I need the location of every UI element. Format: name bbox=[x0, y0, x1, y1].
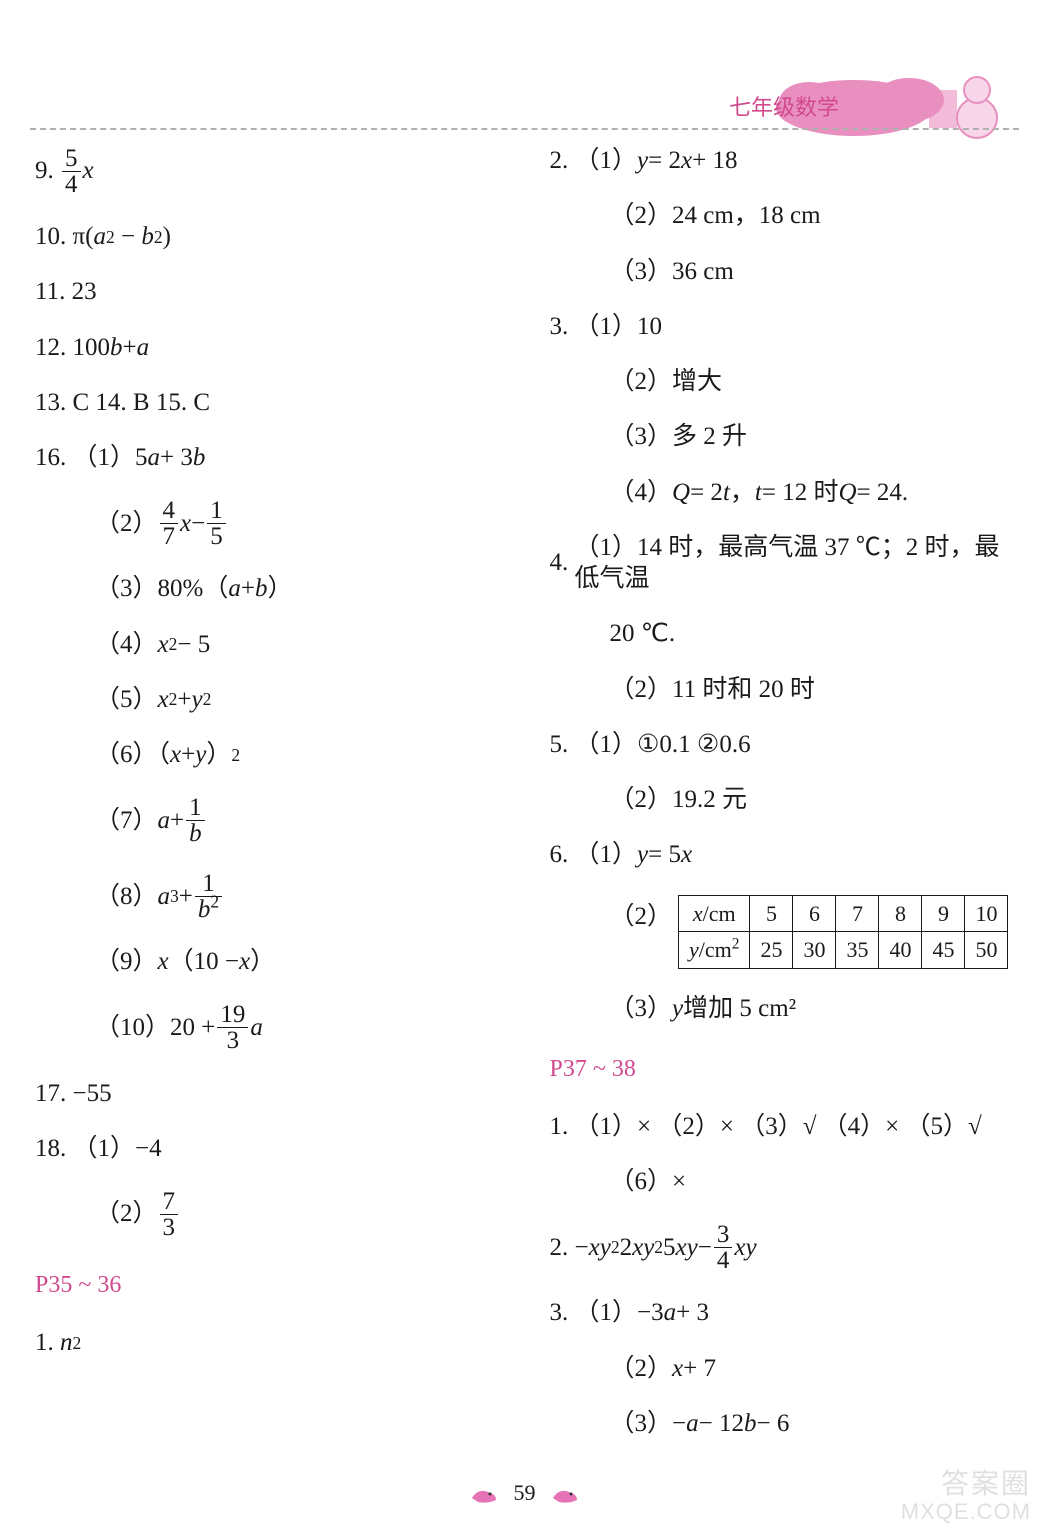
answer-9: 9. 5 4 x bbox=[35, 145, 500, 197]
item-number: 2. bbox=[550, 1232, 569, 1263]
right-column: 2. （1）y = 2x + 18 （2）24 cm，18 cm （3）36 c… bbox=[525, 145, 1015, 1463]
item-number: 12. bbox=[35, 332, 66, 363]
answer-r3-1: 3. （1）10 bbox=[550, 311, 1015, 342]
table-row: x/cm 5 6 7 8 9 10 bbox=[679, 895, 1008, 932]
fraction: 5 4 bbox=[62, 146, 81, 197]
left-column: 9. 5 4 x 10. π(a2 − b2) 11. 23 12. 100b … bbox=[35, 145, 525, 1463]
bird-icon bbox=[549, 1484, 581, 1506]
item-number: 11. bbox=[35, 276, 65, 307]
answer-16-6: （6）（x + y）2 bbox=[35, 739, 500, 770]
answer-r3-2: （2）增大 bbox=[550, 366, 1015, 397]
page-subject-title: 七年级数学 bbox=[729, 90, 839, 122]
answer-c3-1: 3. （1）−3a + 3 bbox=[550, 1297, 1015, 1328]
page-number: 59 bbox=[514, 1480, 536, 1505]
answer-r6-1: 6. （1）y = 5x bbox=[550, 839, 1015, 870]
header-divider bbox=[30, 128, 1019, 130]
answer-16-8: （8）a3 + 1b2 bbox=[35, 870, 500, 922]
answer-r6-3: （3）y 增加 5 cm² bbox=[550, 993, 1015, 1024]
answer-c3-2: （2）x + 7 bbox=[550, 1353, 1015, 1384]
answer-16-7: （7）a + 1b bbox=[35, 794, 500, 846]
bird-icon bbox=[468, 1484, 500, 1506]
answer-16-3: （3）80%（a + b） bbox=[35, 573, 500, 604]
answer-b1: 1. n2 bbox=[35, 1327, 500, 1358]
answer-r4-2: （2）11 时和 20 时 bbox=[550, 674, 1015, 705]
answer-16-5: （5）x2 + y2 bbox=[35, 684, 500, 715]
section-ref-p37: P37 ~ 38 bbox=[550, 1056, 1015, 1083]
section-ref-p35: P35 ~ 36 bbox=[35, 1272, 500, 1299]
item-number: 5. bbox=[550, 729, 569, 760]
answer-r2-1: 2. （1）y = 2x + 18 bbox=[550, 145, 1015, 176]
answer-r2-2: （2）24 cm，18 cm bbox=[550, 200, 1015, 231]
answer-16-9: （9）x（10 − x） bbox=[35, 946, 500, 977]
answer-16-1: 16. （1）5a + 3b bbox=[35, 442, 500, 473]
answer-c1-line2: （6）× bbox=[550, 1166, 1015, 1197]
item-number: 2. bbox=[550, 145, 569, 176]
answer-r4-1a: 4. （1）14 时，最高气温 37 ℃；2 时，最低气温 bbox=[550, 532, 1015, 595]
answer-17: 17. −55 bbox=[35, 1078, 500, 1109]
answer-13-15: 13. C 14. B 15. C bbox=[35, 387, 500, 418]
answer-16-2: （2） 47x − 15 bbox=[35, 497, 500, 549]
answer-r4-1b: 20 ℃. bbox=[550, 618, 1015, 649]
item-number: 1. bbox=[35, 1327, 54, 1358]
answer-r3-3: （3）多 2 升 bbox=[550, 421, 1015, 452]
item-number: 1. bbox=[550, 1111, 569, 1142]
item-number: 6. bbox=[550, 839, 569, 870]
data-table: x/cm 5 6 7 8 9 10 y/cm2 25 30 35 40 45 5… bbox=[678, 895, 1008, 969]
answer-11: 11. 23 bbox=[35, 276, 500, 307]
item-number: 17. bbox=[35, 1078, 66, 1109]
answer-r3-4: （4）Q = 2t，t = 12 时 Q = 24. bbox=[550, 477, 1015, 508]
answer-18-1: 18. （1）−4 bbox=[35, 1133, 500, 1164]
item-number: 3. bbox=[550, 311, 569, 342]
watermark: 答案圈 MXQE.COM bbox=[901, 1469, 1031, 1524]
answer-r5-1: 5. （1）①0.1 ②0.6 bbox=[550, 729, 1015, 760]
answer-18-2: （2） 73 bbox=[35, 1188, 500, 1240]
table-row: y/cm2 25 30 35 40 45 50 bbox=[679, 932, 1008, 969]
answer-10: 10. π(a2 − b2) bbox=[35, 221, 500, 252]
item-number: 16. bbox=[35, 442, 66, 473]
item-number: 4. bbox=[550, 547, 569, 578]
answer-16-4: （4）x2 − 5 bbox=[35, 629, 500, 660]
answer-r5-2: （2）19.2 元 bbox=[550, 784, 1015, 815]
page-footer: 59 bbox=[0, 1480, 1049, 1506]
item-number: 18. bbox=[35, 1133, 66, 1164]
item-number: 9. bbox=[35, 155, 54, 186]
answer-16-10: （10）20 + 193a bbox=[35, 1002, 500, 1054]
item-number: 3. bbox=[550, 1297, 569, 1328]
answer-c1-line1: 1. （1）× （2）× （3）√ （4）× （5）√ bbox=[550, 1111, 1015, 1142]
answer-12: 12. 100b + a bbox=[35, 332, 500, 363]
item-number: 10. bbox=[35, 221, 66, 252]
answer-c3-3: （3）−a − 12b − 6 bbox=[550, 1408, 1015, 1439]
answer-r2-3: （3）36 cm bbox=[550, 256, 1015, 287]
answer-r6-2: （2） x/cm 5 6 7 8 9 10 y/cm2 25 30 35 40 bbox=[550, 895, 1015, 969]
answer-c2: 2. −xy2 2xy2 5xy −34xy bbox=[550, 1221, 1015, 1273]
